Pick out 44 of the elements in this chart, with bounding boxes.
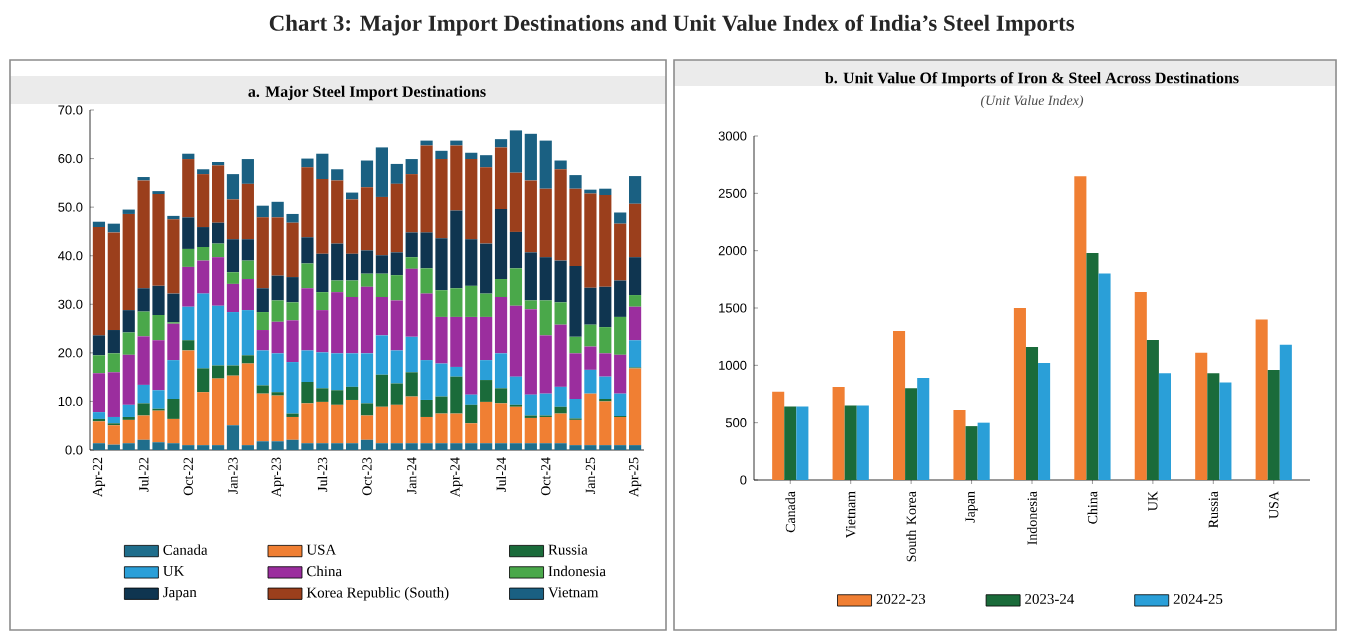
bar xyxy=(1013,308,1026,480)
bar xyxy=(301,263,314,289)
bar xyxy=(316,292,329,311)
bar xyxy=(1255,319,1268,480)
bar xyxy=(1038,363,1051,480)
bar xyxy=(1267,369,1280,480)
bar xyxy=(628,306,642,341)
bar xyxy=(772,391,785,480)
bar xyxy=(1219,382,1232,480)
bar xyxy=(1025,346,1039,480)
bar xyxy=(796,406,809,480)
bar xyxy=(465,394,478,405)
bar xyxy=(1146,340,1159,480)
bar xyxy=(435,150,448,160)
caption: Chart 3: Major Import Destinations and Unit Value Index of India’s Steel Imports xyxy=(269,14,1075,36)
bar xyxy=(953,410,966,480)
bar xyxy=(628,340,642,368)
bar xyxy=(1086,252,1099,480)
bar xyxy=(628,295,642,307)
bar xyxy=(965,426,978,480)
bar xyxy=(182,153,195,160)
bar xyxy=(893,330,906,480)
bar xyxy=(844,405,857,480)
bar xyxy=(241,355,254,364)
bar xyxy=(977,422,990,480)
bar xyxy=(784,406,797,480)
bar xyxy=(628,176,642,204)
bar xyxy=(1098,273,1111,480)
bar xyxy=(856,405,869,480)
bar xyxy=(1074,176,1087,480)
bar xyxy=(569,175,582,189)
bar xyxy=(1158,373,1171,480)
bar xyxy=(1207,373,1220,480)
bar xyxy=(917,377,930,480)
bar xyxy=(614,212,627,224)
bar xyxy=(905,388,918,480)
bar xyxy=(832,387,845,480)
bar xyxy=(1279,344,1292,480)
bar xyxy=(554,406,567,414)
bar xyxy=(122,404,135,417)
bar xyxy=(1134,291,1147,480)
bar xyxy=(182,340,195,351)
bar xyxy=(197,169,210,175)
bar xyxy=(1195,352,1208,480)
